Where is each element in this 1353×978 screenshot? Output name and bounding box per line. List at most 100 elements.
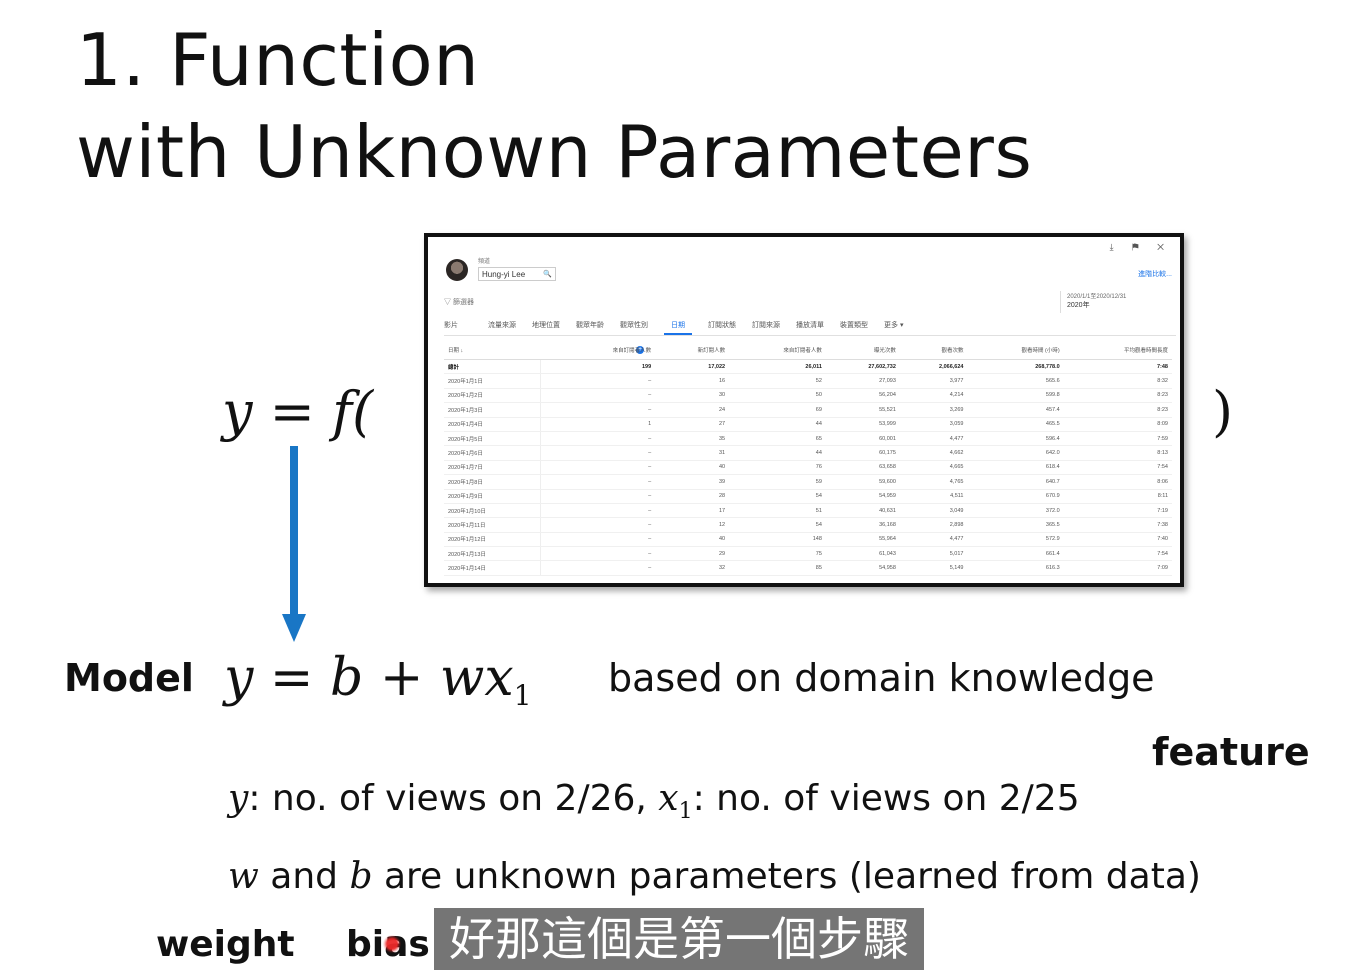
table-cell: 4,511 [899,489,968,504]
table-row[interactable]: 2020年1月13日 –29 75 61,043 5,017 661.4 7:54 [444,546,1172,562]
tab-item[interactable]: 訂閱來源 [752,322,780,329]
table-row[interactable]: 2020年1月2日 –30 50 56,204 4,214 599.8 8:23 [444,388,1172,404]
column-header[interactable] [540,341,559,360]
table-cell: 8:23 [1063,402,1172,418]
column-header[interactable]: 平均觀看時間長度 [1063,341,1172,360]
down-arrow-icon [282,614,306,642]
table-cell: 2020年1月11日 [444,517,542,533]
table-row[interactable]: 2020年1月9日 –28 54 54,959 4,511 670.9 8:11 [444,489,1172,504]
table-cell: 27,602,732 [825,359,900,375]
table-cell: – [558,474,656,490]
channel-name: Hung-yi Lee [482,270,526,279]
table-cell: 27 [655,417,730,432]
table-cell: 32 [655,560,730,576]
table-cell [540,503,559,519]
table-cell: 40,631 [825,503,900,519]
table-row[interactable]: 2020年1月8日 –39 59 59,600 4,765 640.7 8:06 [444,474,1172,490]
table-cell: – [558,489,656,504]
table-cell: 29 [655,546,730,562]
filter-button[interactable]: ▽ 篩選器 [444,299,474,306]
video-subtitle: 好那這個是第一個步驟 [434,908,924,970]
table-cell: 2020年1月8日 [444,474,542,490]
x-subscript: 1 [678,799,693,824]
table-cell: 572.9 [967,532,1064,548]
table-cell: 39 [655,474,730,490]
advanced-compare-link[interactable]: 進階比較... [1138,271,1172,278]
tab-item[interactable]: 裝置類型 [840,322,868,329]
table-cell: 4,477 [899,532,968,548]
table-cell: 4,662 [899,445,968,461]
tab-item[interactable]: 日期 [664,319,692,335]
analytics-screenshot: ⤓ ⚑ ✕ 頻道 Hung-yi Lee 🔍 進階比較... ▽ 篩選器 202… [424,233,1184,587]
table-cell: – [558,546,656,562]
table-cell [540,474,559,490]
table-body: 總計 199 17,022 26,011 27,602,732 2,066,624 268,… [444,359,1172,576]
table-cell: – [558,373,656,389]
table-cell: 4,665 [899,460,968,476]
y-description: : no. of views on 2/26, [248,778,659,819]
table-row[interactable]: 2020年1月1日 –16 52 27,093 3,977 565.6 8:32 [444,373,1172,389]
table-header-row: 日期 ↓ 來自訂閱者人數 新訂閱人數 來自訂閱者人數 曝光次數 觀看次數 觀看時間 (小時)… [444,341,1172,360]
channel-selector[interactable]: Hung-yi Lee 🔍 [478,267,556,281]
x-variable: x [658,778,679,819]
tab-item[interactable]: 影片 [444,322,458,329]
table-cell [540,517,559,533]
date-range-selector[interactable]: 2020/1/1至2020/12/31 2020年 [1060,291,1176,313]
table-cell: 8:13 [1063,445,1172,461]
b-variable: b [349,856,373,897]
parameter-text: are unknown parameters (learned from dat… [372,856,1201,897]
table-cell: 8:23 [1063,388,1172,404]
table-cell: 52 [729,373,826,389]
table-cell: 148 [729,532,826,548]
table-cell: 7:48 [1063,359,1172,375]
column-header[interactable]: 觀看時間 (小時) [967,341,1064,360]
table-row[interactable]: 2020年1月6日 –31 44 60,175 4,662 642.0 8:13 [444,445,1172,461]
table-row[interactable]: 2020年1月7日 –40 76 63,658 4,665 618.4 7:54 [444,460,1172,476]
table-cell: 372.0 [967,503,1064,519]
tab-item[interactable]: 觀眾年齡 [576,322,604,329]
tab-item[interactable]: 流量來源 [488,322,516,329]
analytics-table: 日期 ↓ 來自訂閱者人數 新訂閱人數 來自訂閱者人數 曝光次數 觀看次數 觀看時間 (小時)… [444,341,1172,576]
tab-item[interactable]: 觀眾性別 [620,322,648,329]
column-header[interactable]: 新訂閱人數 [655,341,730,360]
model-equation-main: y = b + wx [224,648,514,708]
column-header[interactable]: 日期 ↓ [444,341,541,360]
arrow-shaft [290,446,298,616]
title-line-2: with Unknown Parameters [76,110,1033,194]
table-row[interactable]: 2020年1月4日 1 27 44 53,999 3,059 465.5 8:09 [444,417,1172,432]
table-cell: 8:06 [1063,474,1172,490]
table-row[interactable]: 2020年1月14日 –32 85 54,958 5,149 616.3 7:09 [444,560,1172,576]
tab-item[interactable]: 地理位置 [532,322,560,329]
table-cell [540,359,559,375]
model-equation-subscript: 1 [513,679,532,712]
table-row[interactable]: 2020年1月5日 –35 65 60,001 4,477 596.4 7:59 [444,431,1172,447]
table-cell: 618.4 [967,460,1064,476]
tab-item[interactable]: 訂閱狀態 [708,322,736,329]
column-header[interactable]: 曝光次數 [825,341,900,360]
and-text: and [258,856,350,897]
table-row[interactable]: 2020年1月11日 –12 54 36,168 2,898 365.5 7:38 [444,517,1172,533]
table-cell: 4,765 [899,474,968,490]
column-header[interactable]: 觀看次數 [899,341,968,360]
table-cell: 5,149 [899,560,968,576]
table-cell: 565.6 [967,373,1064,389]
table-cell: 2020年1月12日 [444,532,542,548]
table-cell: 4,477 [899,431,968,447]
table-cell: 3,049 [899,503,968,519]
table-row[interactable]: 2020年1月3日 –24 69 55,521 3,269 457.4 8:23 [444,402,1172,418]
table-cell: 465.5 [967,417,1064,432]
table-row[interactable]: 總計 199 17,022 26,011 27,602,732 2,066,624 268,… [444,359,1172,375]
table-cell: 7:59 [1063,431,1172,447]
table-cell [540,460,559,476]
tab-item[interactable]: 播放清單 [796,322,824,329]
search-icon: 🔍 [543,271,552,278]
column-header[interactable]: 來自訂閱者人數 [558,341,656,360]
table-cell: – [558,402,656,418]
table-cell: 53,999 [825,417,900,432]
column-header[interactable]: 來自訂閱者人數 [729,341,826,360]
table-row[interactable]: 2020年1月12日 –40 148 55,964 4,477 572.9 7:40 [444,532,1172,548]
tab-item[interactable]: 更多 ▾ [884,322,904,329]
table-cell: 8:32 [1063,373,1172,389]
table-row[interactable]: 2020年1月10日 –17 51 40,631 3,049 372.0 7:19 [444,503,1172,519]
feature-label: feature [1152,730,1310,774]
